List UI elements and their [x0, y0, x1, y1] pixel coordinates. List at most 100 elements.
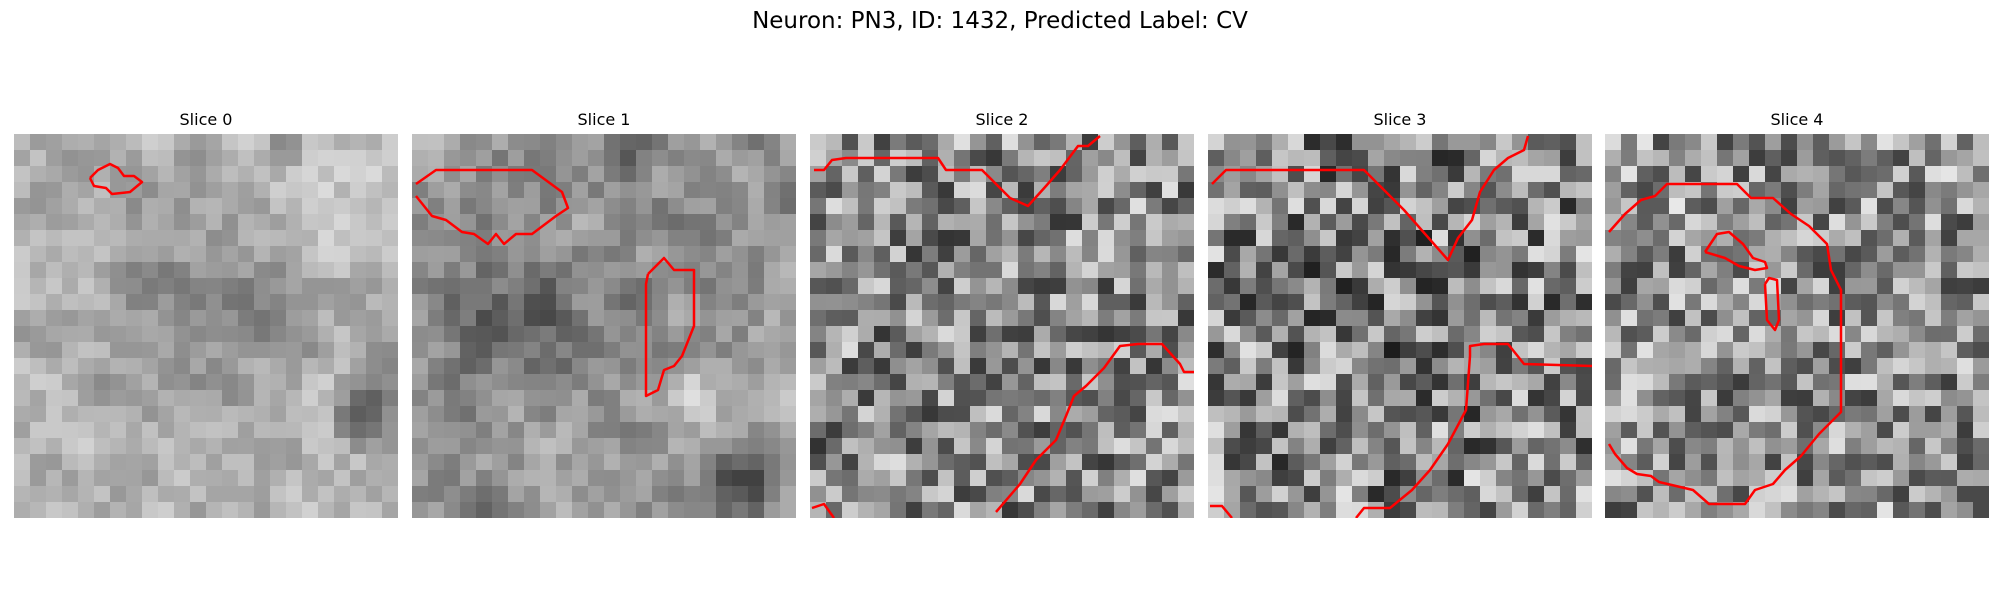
pixel: [302, 246, 318, 262]
pixel: [492, 150, 508, 166]
pixel: [126, 310, 142, 326]
pixel: [890, 502, 906, 518]
pixel: [412, 262, 428, 278]
pixel: [858, 134, 874, 150]
pixel: [428, 342, 444, 358]
pixel: [1416, 246, 1432, 262]
pixel: [906, 502, 922, 518]
pixel: [350, 294, 366, 310]
pixel: [366, 182, 382, 198]
pixel: [1909, 246, 1925, 262]
pixel: [620, 262, 636, 278]
pixel: [636, 198, 652, 214]
pixel: [1336, 230, 1352, 246]
pixel: [858, 502, 874, 518]
pixel: [238, 262, 254, 278]
pixel: [858, 214, 874, 230]
pixel: [1368, 438, 1384, 454]
pixel: [126, 502, 142, 518]
pixel: [190, 294, 206, 310]
pixel: [334, 454, 350, 470]
pixel: [78, 470, 94, 486]
pixel: [1528, 150, 1544, 166]
pixel: [1066, 502, 1082, 518]
pixel: [1240, 246, 1256, 262]
pixel: [700, 390, 716, 406]
pixel: [1368, 502, 1384, 518]
pixel: [1749, 150, 1765, 166]
pixel: [1669, 470, 1685, 486]
pixel: [780, 150, 796, 166]
pixel: [970, 310, 986, 326]
pixel: [460, 294, 476, 310]
pixel: [1034, 374, 1050, 390]
pixel: [1464, 278, 1480, 294]
pixel: [1781, 134, 1797, 150]
pixel: [1240, 278, 1256, 294]
pixel: [1861, 342, 1877, 358]
pixel: [1034, 438, 1050, 454]
pixel: [222, 166, 238, 182]
pixel: [1224, 278, 1240, 294]
pixel: [906, 342, 922, 358]
pixel: [826, 486, 842, 502]
pixel: [1733, 358, 1749, 374]
pixel: [1925, 422, 1941, 438]
pixel: [1050, 182, 1066, 198]
pixel: [1002, 502, 1018, 518]
pixel: [1829, 166, 1845, 182]
pixel: [1098, 262, 1114, 278]
pixel: [1384, 310, 1400, 326]
pixel: [428, 326, 444, 342]
pixel: [1653, 358, 1669, 374]
pixel: [732, 358, 748, 374]
pixel: [1098, 486, 1114, 502]
pixel: [1909, 454, 1925, 470]
pixel: [748, 422, 764, 438]
pixel: [1082, 422, 1098, 438]
pixel: [126, 470, 142, 486]
pixel: [1034, 358, 1050, 374]
pixel: [412, 470, 428, 486]
pixel: [1621, 246, 1637, 262]
pixel: [1909, 230, 1925, 246]
pixel: [1717, 150, 1733, 166]
pixel: [986, 454, 1002, 470]
pixel: [652, 310, 668, 326]
pixel: [174, 166, 190, 182]
pixel: [604, 246, 620, 262]
pixel: [126, 374, 142, 390]
pixel: [572, 358, 588, 374]
pixel: [158, 358, 174, 374]
pixel: [1146, 486, 1162, 502]
pixel: [764, 310, 780, 326]
pixel: [1272, 390, 1288, 406]
pixel: [1605, 358, 1621, 374]
pixel: [1685, 358, 1701, 374]
pixel: [938, 390, 954, 406]
pixel: [1560, 374, 1576, 390]
pixel: [938, 134, 954, 150]
pixel: [1400, 454, 1416, 470]
pixel: [1957, 502, 1973, 518]
pixel: [1098, 326, 1114, 342]
pixel: [110, 422, 126, 438]
pixel: [524, 246, 540, 262]
pixel: [1432, 342, 1448, 358]
pixel: [1637, 486, 1653, 502]
pixel: [986, 502, 1002, 518]
pixel: [1528, 502, 1544, 518]
pixel: [1877, 406, 1893, 422]
pixel: [1957, 486, 1973, 502]
pixel: [508, 326, 524, 342]
pixel: [1050, 310, 1066, 326]
pixel: [842, 390, 858, 406]
pixel: [1797, 294, 1813, 310]
pixel: [890, 230, 906, 246]
pixel: [1162, 438, 1178, 454]
pixel: [1464, 326, 1480, 342]
pixel: [1034, 230, 1050, 246]
pixel: [588, 214, 604, 230]
pixel: [190, 390, 206, 406]
pixel: [1114, 278, 1130, 294]
